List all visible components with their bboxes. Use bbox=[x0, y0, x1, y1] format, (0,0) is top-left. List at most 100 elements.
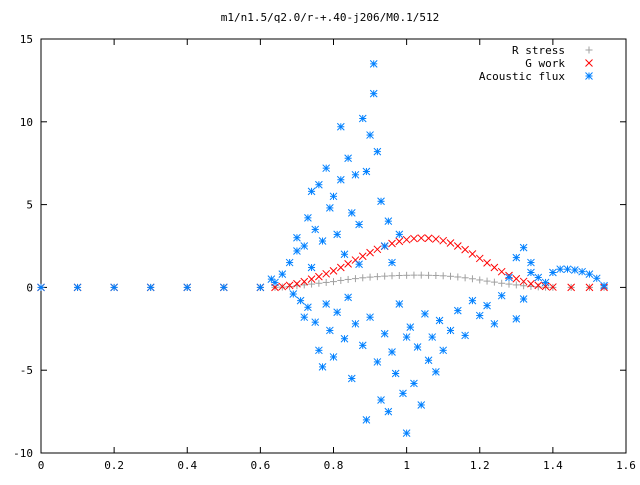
data-point bbox=[432, 235, 440, 243]
data-point bbox=[570, 266, 579, 274]
data-point bbox=[293, 233, 301, 242]
data-point bbox=[388, 239, 396, 248]
data-point bbox=[322, 269, 331, 278]
data-point bbox=[505, 280, 513, 288]
data-point bbox=[289, 290, 298, 298]
data-point bbox=[534, 273, 543, 282]
data-point bbox=[347, 374, 356, 383]
data-point bbox=[410, 234, 418, 243]
data-point bbox=[358, 114, 367, 123]
data-point bbox=[307, 187, 316, 196]
data-point bbox=[505, 273, 513, 282]
data-point bbox=[329, 353, 338, 361]
data-point bbox=[435, 316, 444, 325]
data-point bbox=[413, 343, 422, 351]
x-tick-label: 1.6 bbox=[616, 459, 636, 472]
data-point bbox=[395, 230, 404, 239]
data-point bbox=[403, 271, 411, 279]
legend-marker bbox=[585, 72, 593, 80]
data-point bbox=[340, 334, 349, 343]
data-point bbox=[534, 283, 542, 291]
data-point bbox=[399, 389, 407, 398]
data-point bbox=[527, 258, 535, 267]
data-point bbox=[322, 278, 330, 286]
data-point bbox=[512, 315, 521, 323]
data-point bbox=[358, 252, 367, 261]
data-point bbox=[483, 301, 491, 310]
data-point bbox=[439, 236, 448, 245]
data-point bbox=[395, 300, 404, 308]
data-point bbox=[384, 217, 393, 226]
data-point bbox=[461, 245, 469, 254]
data-point bbox=[402, 333, 411, 341]
data-point bbox=[355, 260, 363, 269]
data-point bbox=[325, 204, 334, 212]
axes: 0 0.2 0.4 0.6 0.8 1 1.2 1.4 1.6 -10 -5 0 5 10 15 bbox=[13, 33, 636, 472]
data-point bbox=[447, 272, 454, 280]
data-point bbox=[417, 401, 426, 409]
data-point bbox=[497, 291, 506, 300]
data-point bbox=[395, 237, 404, 246]
data-point bbox=[428, 333, 437, 341]
data-point bbox=[490, 278, 498, 286]
data-point bbox=[308, 280, 316, 288]
data-point bbox=[351, 275, 359, 283]
data-point bbox=[366, 248, 374, 257]
data-point bbox=[336, 263, 345, 272]
data-point bbox=[336, 175, 345, 184]
data-point bbox=[512, 274, 521, 283]
data-point bbox=[512, 281, 520, 289]
data-point bbox=[300, 242, 309, 250]
data-point bbox=[600, 281, 608, 290]
y-tick-label: 15 bbox=[20, 33, 33, 46]
data-point bbox=[381, 272, 389, 280]
data-point bbox=[391, 369, 400, 378]
y-tick-label: -5 bbox=[20, 364, 33, 377]
data-point bbox=[468, 250, 477, 258]
data-point bbox=[293, 279, 301, 288]
data-point bbox=[439, 272, 447, 280]
data-point bbox=[344, 260, 352, 268]
data-point bbox=[585, 270, 594, 279]
data-point bbox=[73, 283, 82, 292]
data-point bbox=[286, 283, 294, 291]
data-point bbox=[468, 296, 477, 305]
legend-label: R stress bbox=[512, 44, 565, 57]
data-point bbox=[300, 281, 308, 289]
data-point bbox=[432, 271, 440, 279]
data-point bbox=[395, 271, 403, 279]
plot-frame bbox=[40, 38, 627, 454]
data-point bbox=[330, 278, 337, 286]
data-point bbox=[369, 89, 378, 98]
data-point bbox=[315, 180, 323, 189]
data-point bbox=[329, 192, 338, 201]
data-point bbox=[498, 279, 506, 287]
data-point bbox=[333, 230, 342, 239]
data-point bbox=[475, 311, 484, 320]
data-point bbox=[432, 368, 440, 376]
data-point bbox=[307, 263, 316, 272]
data-point bbox=[377, 197, 385, 206]
data-point bbox=[304, 303, 312, 312]
data-point bbox=[490, 263, 499, 272]
data-point bbox=[366, 313, 374, 322]
data-point bbox=[549, 268, 557, 277]
data-point bbox=[336, 122, 345, 131]
x-tick-label: 1 bbox=[403, 459, 410, 472]
data-point bbox=[311, 225, 320, 234]
data-point bbox=[380, 242, 389, 250]
data-point bbox=[322, 300, 331, 308]
data-point bbox=[322, 164, 331, 173]
data-point bbox=[373, 358, 382, 366]
data-point bbox=[388, 348, 396, 356]
data-point bbox=[373, 147, 382, 156]
data-point bbox=[483, 277, 491, 285]
data-point bbox=[318, 363, 327, 371]
x-tick-label: 0.4 bbox=[177, 459, 197, 472]
data-point bbox=[417, 271, 425, 279]
data-point bbox=[311, 318, 320, 327]
data-point bbox=[402, 429, 411, 437]
data-point bbox=[271, 278, 279, 287]
data-point bbox=[358, 341, 367, 350]
data-point bbox=[380, 329, 389, 338]
